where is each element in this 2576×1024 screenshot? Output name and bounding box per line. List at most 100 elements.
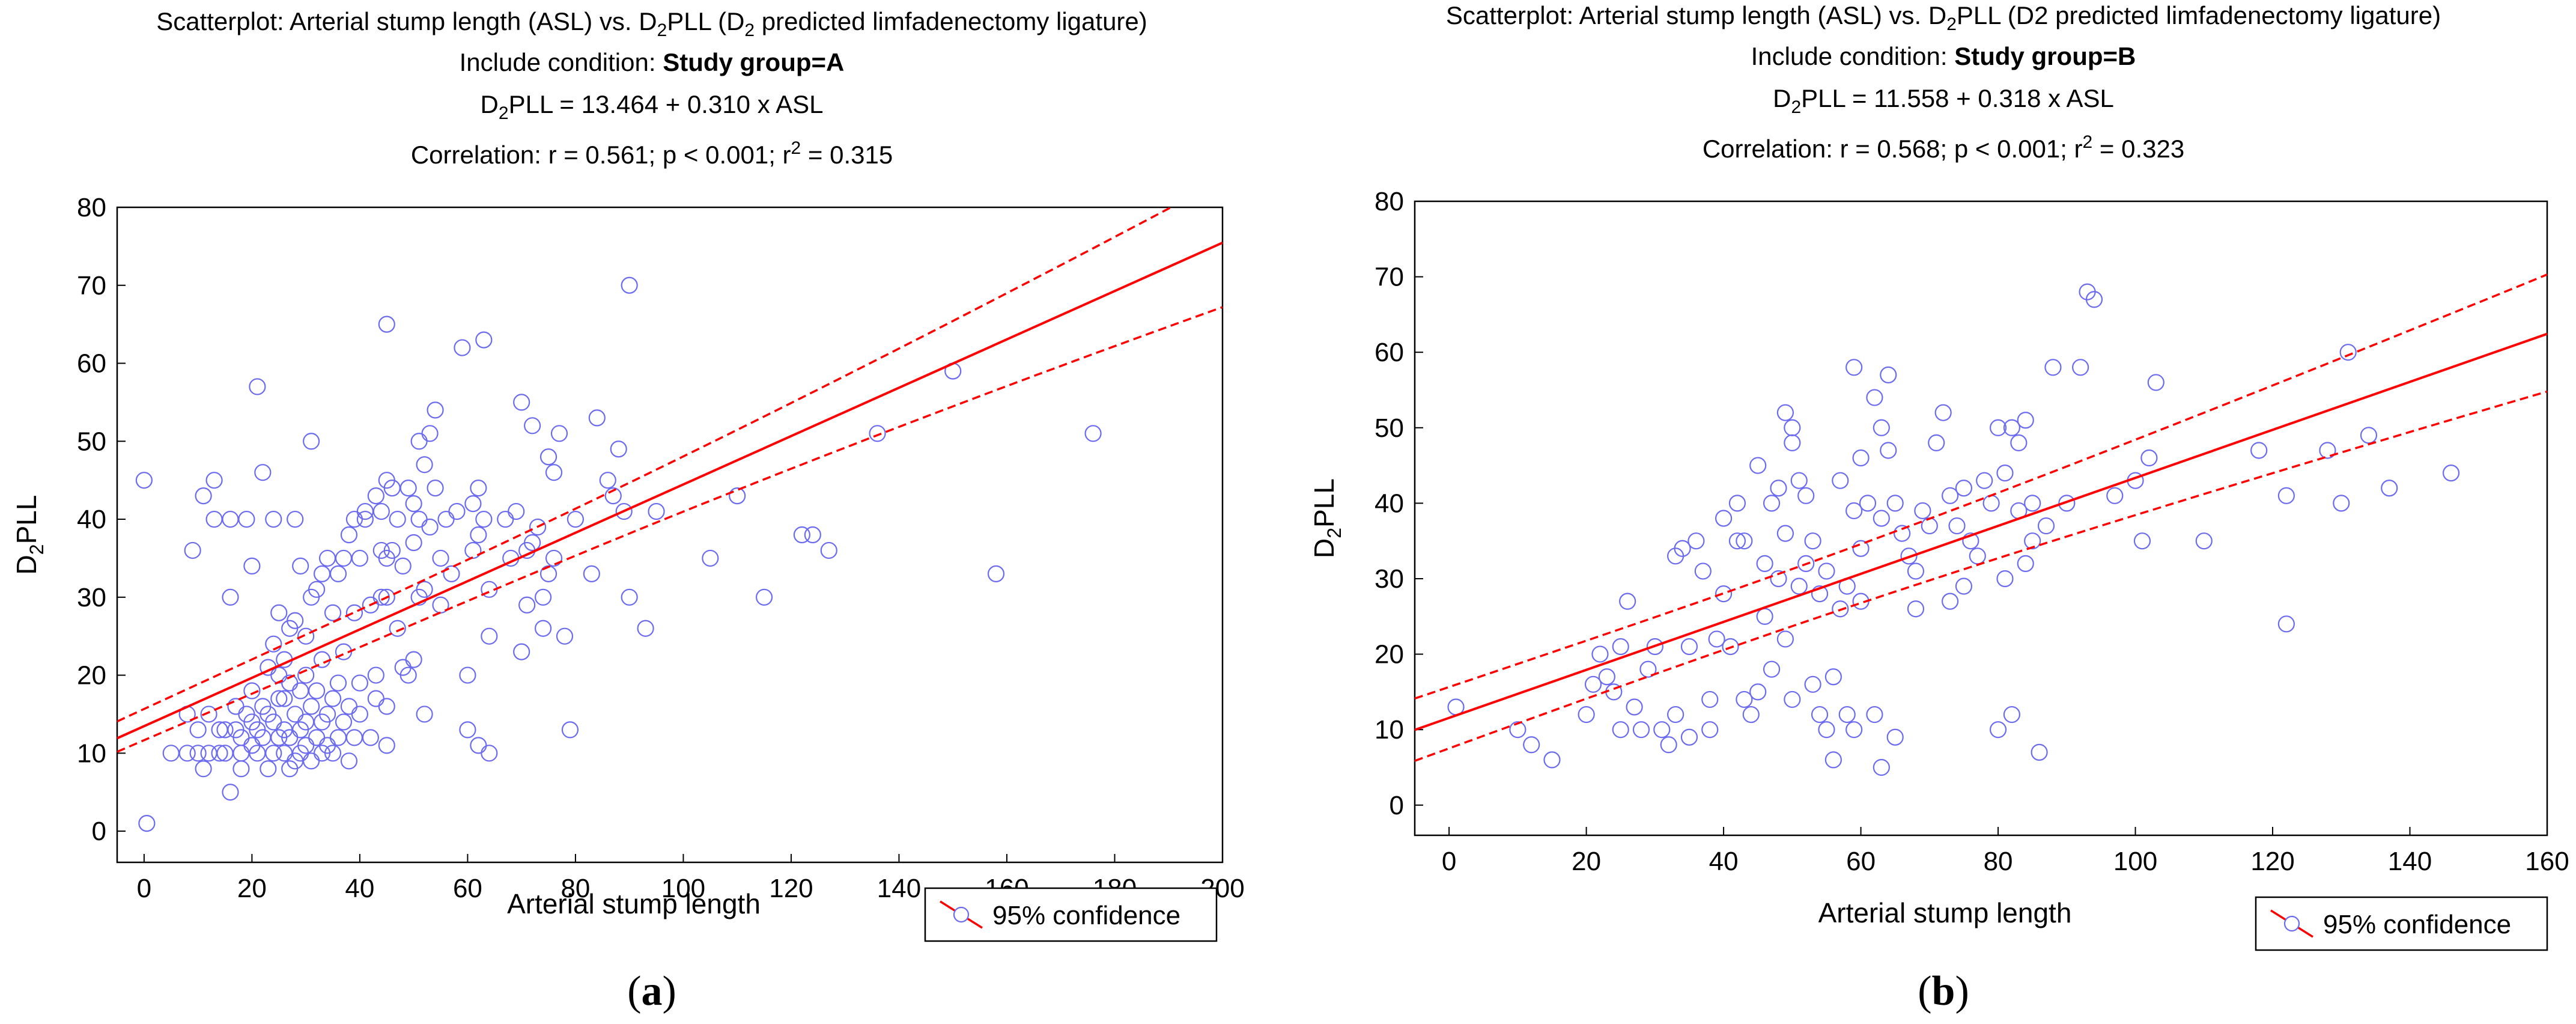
scatter-point xyxy=(308,682,326,699)
scatter-point xyxy=(2003,419,2021,436)
regression-equation: D2PLL = 11.558 + 0.318 x ASL xyxy=(1773,84,2114,117)
y-tick-label: 40 xyxy=(77,505,106,534)
scatter-point xyxy=(351,706,369,723)
scatter-point xyxy=(1790,578,1808,595)
scatter-point xyxy=(1701,721,1719,739)
scatter-point xyxy=(1728,532,1746,550)
x-tick-label: 0 xyxy=(137,874,151,903)
scatter-point xyxy=(610,440,627,458)
scatter-point xyxy=(1763,660,1781,678)
scatter-point xyxy=(1674,540,1691,557)
scatter-point xyxy=(260,760,277,778)
scatter-point xyxy=(1818,562,1835,580)
y-axis-label: D2PLL xyxy=(1308,478,1345,558)
scatter-point xyxy=(1866,706,1883,724)
scatter-point xyxy=(405,495,422,513)
scatter-point xyxy=(2277,487,2295,504)
x-tick-label: 20 xyxy=(1572,847,1601,876)
scatter-point xyxy=(1873,758,1890,776)
scatter-point xyxy=(1756,555,1773,572)
scatter-point xyxy=(1736,690,1753,709)
y-tick-label: 30 xyxy=(77,583,106,612)
scatter-point xyxy=(1866,389,1883,406)
scatter-point xyxy=(2360,427,2378,444)
chart-title: Scatterplot: Arterial stump length (ASL)… xyxy=(156,7,1147,40)
scatter-point xyxy=(1612,721,1629,739)
scatter-point xyxy=(2044,359,2062,376)
scatter-point xyxy=(1715,510,1733,527)
scatter-point xyxy=(195,760,212,778)
scatter-point xyxy=(475,510,493,528)
scatter-point xyxy=(367,487,384,505)
scatter-point xyxy=(1934,404,1952,421)
scatter-point xyxy=(1824,668,1842,686)
scatter-point xyxy=(367,666,384,684)
scatter-point xyxy=(1873,419,1890,436)
correlation-stats: Correlation: r = 0.561; p < 0.001; r2 = … xyxy=(411,138,893,169)
scatter-point xyxy=(1784,690,1801,709)
scatter-point xyxy=(470,526,487,544)
y-tick-label: 80 xyxy=(77,193,106,222)
scatter-point xyxy=(2072,359,2089,376)
x-tick-label: 40 xyxy=(345,874,374,903)
scatter-point xyxy=(1708,630,1725,648)
y-tick-label: 60 xyxy=(1375,338,1404,367)
scatter-point xyxy=(211,745,228,762)
scatter-point xyxy=(1523,736,1540,754)
x-tick-label: 160 xyxy=(2525,847,2569,876)
y-tick-label: 70 xyxy=(77,271,106,300)
scatter-point xyxy=(340,526,358,544)
scatter-point xyxy=(793,526,811,544)
scatter-point xyxy=(1907,600,1925,618)
scatter-point xyxy=(270,690,288,707)
scatter-point xyxy=(529,518,547,536)
confidence-band-lower xyxy=(1415,390,2547,762)
y-tick-label: 30 xyxy=(1375,564,1404,594)
scatter-point xyxy=(1955,480,1973,497)
scatter-point xyxy=(2333,495,2350,512)
scatter-point xyxy=(1770,570,1787,588)
scatter-point xyxy=(1687,532,1705,550)
scatter-point xyxy=(481,745,498,762)
scatter-point xyxy=(297,666,315,684)
scatter-point xyxy=(324,604,342,621)
scatter-point xyxy=(1715,585,1733,603)
regression-line xyxy=(117,242,1223,740)
scatter-point xyxy=(2195,532,2213,550)
scatter-point xyxy=(1598,668,1615,686)
scatter-point xyxy=(378,588,395,606)
scatter-point xyxy=(2339,344,2357,361)
scatter-point xyxy=(599,472,616,489)
scatter-point xyxy=(1859,495,1877,512)
scatter-point xyxy=(416,706,433,723)
scatter-point xyxy=(2106,487,2124,504)
plot-area xyxy=(1414,200,2548,837)
scatter-point xyxy=(2031,743,2048,761)
y-tick-label: 80 xyxy=(1375,187,1404,216)
scatter-point xyxy=(1948,517,1966,535)
scatter-point xyxy=(1886,495,1904,512)
scatter-point xyxy=(454,339,471,356)
scatter-point xyxy=(399,480,417,497)
scatter-point xyxy=(222,588,239,606)
x-tick-label: 140 xyxy=(2388,847,2432,876)
scatter-point xyxy=(287,510,304,528)
scatter-point xyxy=(1804,532,1821,550)
scatter-point xyxy=(1660,736,1677,754)
scatter-point xyxy=(534,620,552,637)
scatter-point xyxy=(1776,630,1794,648)
x-tick-label: 140 xyxy=(877,874,921,903)
scatter-point xyxy=(378,315,395,333)
scatter-point xyxy=(1632,721,1650,739)
scatter-point xyxy=(2024,495,2041,512)
scatter-point xyxy=(249,378,266,395)
confidence-band-upper xyxy=(1415,273,2547,700)
scatter-point xyxy=(432,549,449,567)
scatter-point xyxy=(2017,412,2034,429)
scatter-point xyxy=(216,721,234,739)
scatter-point xyxy=(335,713,353,731)
scatter-point xyxy=(1680,728,1698,746)
scatter-point xyxy=(372,502,390,520)
scatter-point xyxy=(545,549,563,567)
